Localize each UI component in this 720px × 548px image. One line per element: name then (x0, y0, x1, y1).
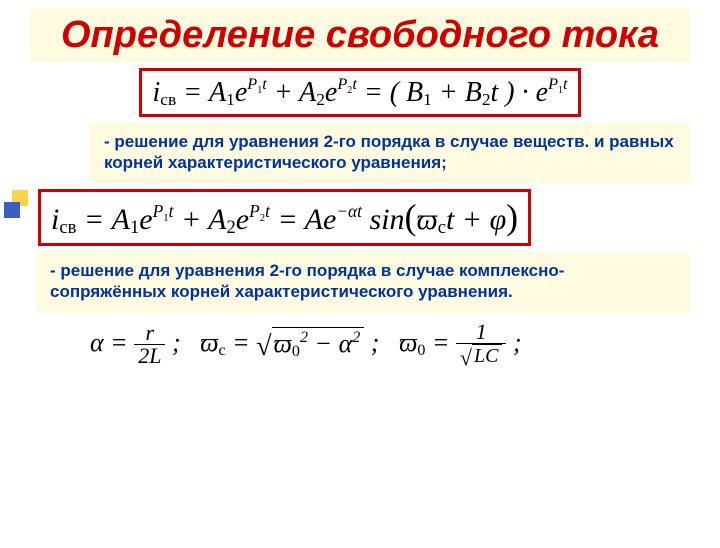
equation-2: iсв = A1eP1t + A2eP2t = Ae−αt sin(ϖct + … (38, 189, 531, 246)
title-box: Определение свободного тока (30, 8, 690, 62)
alpha-numerator: r (134, 322, 165, 344)
omega0-numerator: 1 (456, 321, 507, 343)
equation-3: α = r2L ; ϖc = √ϖ02 − α2 ; ϖ0 = 1√LC ; (90, 321, 720, 369)
decorative-bullet (4, 190, 32, 228)
equation-row-2: iсв = A1eP1t + A2eP2t = Ae−αt sin(ϖct + … (38, 189, 720, 246)
description-1: - решение для уравнения 2-го порядка в с… (90, 123, 690, 184)
alpha-denominator: 2L (134, 344, 165, 367)
equation-1: iсв = A1eP1t + A2eP2t = ( B1 + B2t ) · e… (139, 68, 580, 117)
square-blue (4, 202, 20, 218)
omega-c-body: ϖ02 − α2 (272, 327, 365, 361)
omega0-denominator: LC (472, 344, 502, 366)
page-title: Определение свободного тока (40, 14, 680, 58)
equation-row-1: iсв = A1eP1t + A2eP2t = ( B1 + B2t ) · e… (0, 68, 720, 117)
description-2: - решение для уравнения 2-го порядка в с… (36, 252, 690, 313)
